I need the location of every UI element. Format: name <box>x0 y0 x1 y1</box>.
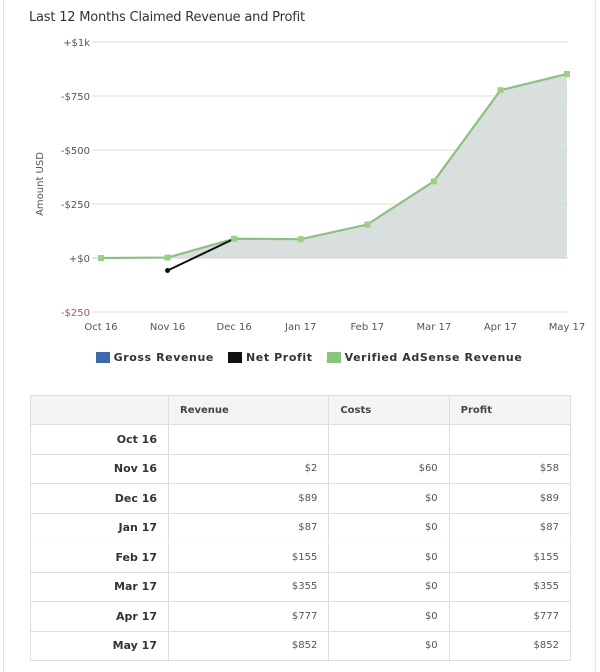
row-month: Oct 16 <box>30 424 169 455</box>
net-profit-line <box>167 237 235 272</box>
row-costs: $0 <box>328 512 450 543</box>
legend-item-gross-revenue[interactable]: Gross Revenue <box>95 351 214 364</box>
panel-left-border <box>3 0 4 672</box>
row-profit: $852 <box>448 630 572 661</box>
row-revenue: $87 <box>167 512 330 543</box>
row-costs: $0 <box>328 542 450 573</box>
legend-item-net-profit[interactable]: Net Profit <box>227 351 313 364</box>
svg-text:-$750: -$750 <box>61 92 90 103</box>
verified-adsense-swatch-icon <box>326 352 341 363</box>
y-axis-label: Amount USD <box>35 152 46 216</box>
row-costs: $0 <box>328 571 450 602</box>
chart-title: Last 12 Months Claimed Revenue and Profi… <box>29 10 305 25</box>
row-month: Nov 16 <box>30 453 169 484</box>
net-profit-swatch-icon <box>227 352 242 363</box>
row-month: Dec 16 <box>30 483 169 514</box>
header-costs: Costs <box>328 395 450 425</box>
table-row: Mar 17 $355 $0 $355 <box>30 571 572 602</box>
row-profit <box>448 424 572 455</box>
svg-text:-$250: -$250 <box>61 308 90 319</box>
legend-label: Net Profit <box>245 351 313 364</box>
row-revenue: $2 <box>167 453 330 484</box>
row-profit: $87 <box>448 512 572 543</box>
table-row: Nov 16 $2 $60 $58 <box>30 453 572 484</box>
row-month: Mar 17 <box>30 571 169 602</box>
gross-revenue-swatch-icon <box>95 352 110 363</box>
row-month: Apr 17 <box>30 601 169 632</box>
revenue-chart: +$1k -$750 -$500 -$250 +$0 -$250 Amount USD O… <box>35 38 585 333</box>
x-axis-ticks: Oct 16 Nov 16 Dec 16 Jan 17 Feb 17 Mar 17 Apr … <box>84 322 585 333</box>
row-profit: $355 <box>448 571 572 602</box>
table-row: May 17 $852 $0 $852 <box>30 630 572 661</box>
revenue-table: Revenue Costs Profit Oct 16 Nov 16 $2 $6… <box>30 395 572 661</box>
table-row: Jan 17 $87 $0 $87 <box>30 512 572 543</box>
row-revenue: $155 <box>167 542 330 573</box>
legend-label: Gross Revenue <box>113 351 214 364</box>
row-costs <box>328 424 450 455</box>
table-row: Feb 17 $155 $0 $155 <box>30 542 572 573</box>
table-header-row: Revenue Costs Profit <box>30 395 572 425</box>
y-axis-ticks: +$1k -$750 -$500 -$250 +$0 -$250 <box>61 38 90 319</box>
row-revenue: $777 <box>167 601 330 632</box>
row-month: Jan 17 <box>30 512 169 543</box>
header-month <box>30 395 169 425</box>
data-markers <box>98 70 570 274</box>
adsense-revenue-line <box>100 72 568 260</box>
svg-text:Jan 17: Jan 17 <box>284 322 316 333</box>
svg-text:Apr 17: Apr 17 <box>484 322 517 333</box>
row-costs: $0 <box>328 483 450 514</box>
row-costs: $0 <box>328 601 450 632</box>
svg-text:May 17: May 17 <box>549 322 586 333</box>
row-revenue: $355 <box>167 571 330 602</box>
svg-text:+$0: +$0 <box>69 254 90 265</box>
svg-text:Mar 17: Mar 17 <box>416 322 451 333</box>
row-month: May 17 <box>30 630 169 661</box>
row-revenue: $89 <box>167 483 330 514</box>
row-revenue <box>167 424 330 455</box>
row-month: Feb 17 <box>30 542 169 573</box>
svg-text:Nov 16: Nov 16 <box>150 322 185 333</box>
svg-text:Dec 16: Dec 16 <box>217 322 252 333</box>
row-costs: $0 <box>328 630 450 661</box>
svg-text:-$250: -$250 <box>61 200 90 211</box>
row-profit: $777 <box>448 601 572 632</box>
row-profit: $155 <box>448 542 572 573</box>
adsense-area-fill <box>167 73 568 258</box>
header-profit: Profit <box>448 395 572 425</box>
legend-item-verified-adsense[interactable]: Verified AdSense Revenue <box>326 351 523 364</box>
legend-label: Verified AdSense Revenue <box>344 351 523 364</box>
svg-text:Feb 17: Feb 17 <box>350 322 384 333</box>
header-revenue: Revenue <box>167 395 330 425</box>
svg-text:+$1k: +$1k <box>63 38 90 49</box>
row-profit: $58 <box>448 453 572 484</box>
table-row: Apr 17 $777 $0 $777 <box>30 601 572 632</box>
svg-text:-$500: -$500 <box>61 146 90 157</box>
table-row: Dec 16 $89 $0 $89 <box>30 483 572 514</box>
row-revenue: $852 <box>167 630 330 661</box>
svg-text:Oct 16: Oct 16 <box>84 322 117 333</box>
row-profit: $89 <box>448 483 572 514</box>
table-row: Oct 16 <box>30 424 572 455</box>
panel-right-border <box>595 0 596 672</box>
chart-legend: Gross Revenue Net Profit Verified AdSens… <box>0 351 600 364</box>
row-costs: $60 <box>328 453 450 484</box>
